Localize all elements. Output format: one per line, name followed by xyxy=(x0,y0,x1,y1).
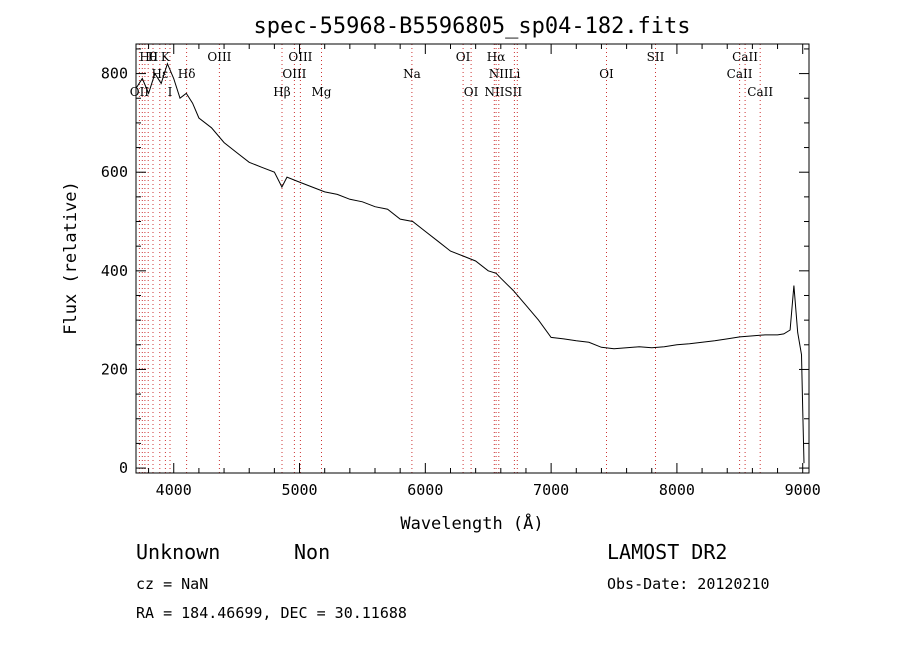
spectral-line-label-20: SII xyxy=(647,50,665,64)
spectral-line-label-5: OII xyxy=(130,85,150,99)
spectral-marker-lines xyxy=(138,44,761,473)
x-axis: 4000 5000 6000 7000 8000 9000 xyxy=(148,44,821,499)
spectral-line-label-19: OI xyxy=(599,67,614,81)
spectral-line-label-1: H xyxy=(148,50,158,64)
spectral-line-label-12: Na xyxy=(403,67,421,81)
redshift-value: cz = NaN xyxy=(136,575,209,593)
spectral-line-label-9: OIII xyxy=(282,67,306,81)
y-tick-label-200: 200 xyxy=(101,360,128,378)
x-tick-label-5000: 5000 xyxy=(281,481,317,499)
x-axis-label: Wavelength (Å) xyxy=(400,512,543,534)
y-tick-label-0: 0 xyxy=(119,459,128,477)
spectral-line-label-18: Li xyxy=(508,67,520,81)
class-label: Unknown xyxy=(136,540,221,564)
y-tick-label-600: 600 xyxy=(101,163,128,181)
spectral-line-label-4: Hδ xyxy=(178,67,196,81)
spectral-line-label-16: NII xyxy=(489,67,509,81)
x-tick-label-4000: 4000 xyxy=(156,481,192,499)
subclass-label: Non xyxy=(294,540,331,564)
x-tick-label-7000: 7000 xyxy=(533,481,569,499)
spectral-line-label-2: K xyxy=(161,50,171,64)
y-axis: 0 200 400 600 800 xyxy=(101,48,809,477)
spectral-line-label-21: CaII xyxy=(732,50,758,64)
plot-frame xyxy=(135,43,810,474)
survey-label: LAMOST DR2 xyxy=(607,540,728,564)
obs-date-value: Obs-Date: 20120210 xyxy=(607,575,770,593)
x-tick-label-6000: 6000 xyxy=(407,481,443,499)
spectral-line-label-7: OIII xyxy=(207,50,231,64)
x-tick-label-9000: 9000 xyxy=(785,481,821,499)
spectral-line-label-0: Hθ xyxy=(139,50,157,64)
spectral-line-label-22: CaII xyxy=(727,67,753,81)
spectral-line-label-14: OI xyxy=(464,85,479,99)
spectral-line-label-17: NIISII xyxy=(484,85,522,99)
spectral-line-label-11: Mg xyxy=(312,85,332,99)
x-tick-label-8000: 8000 xyxy=(659,481,695,499)
spectral-line-label-10: Hβ xyxy=(273,85,290,99)
spectral-line-label-23: CaII xyxy=(747,85,773,99)
spectral-line-label-8: OIII xyxy=(288,50,312,64)
spectral-line-label-3: Hε xyxy=(151,67,168,81)
y-tick-label-800: 800 xyxy=(101,65,128,83)
coordinates-value: RA = 184.46699, DEC = 30.11688 xyxy=(136,604,407,622)
y-tick-label-400: 400 xyxy=(101,262,128,280)
spectral-line-label-15: Hα xyxy=(487,50,506,64)
chart-title: spec-55968-B5596805_sp04-182.fits xyxy=(253,14,690,39)
spectral-line-label-13: OI xyxy=(456,50,471,64)
spectrum-series-line xyxy=(135,62,805,464)
spectral-line-label-6: I xyxy=(168,85,173,99)
y-axis-label: Flux (relative) xyxy=(61,181,81,335)
